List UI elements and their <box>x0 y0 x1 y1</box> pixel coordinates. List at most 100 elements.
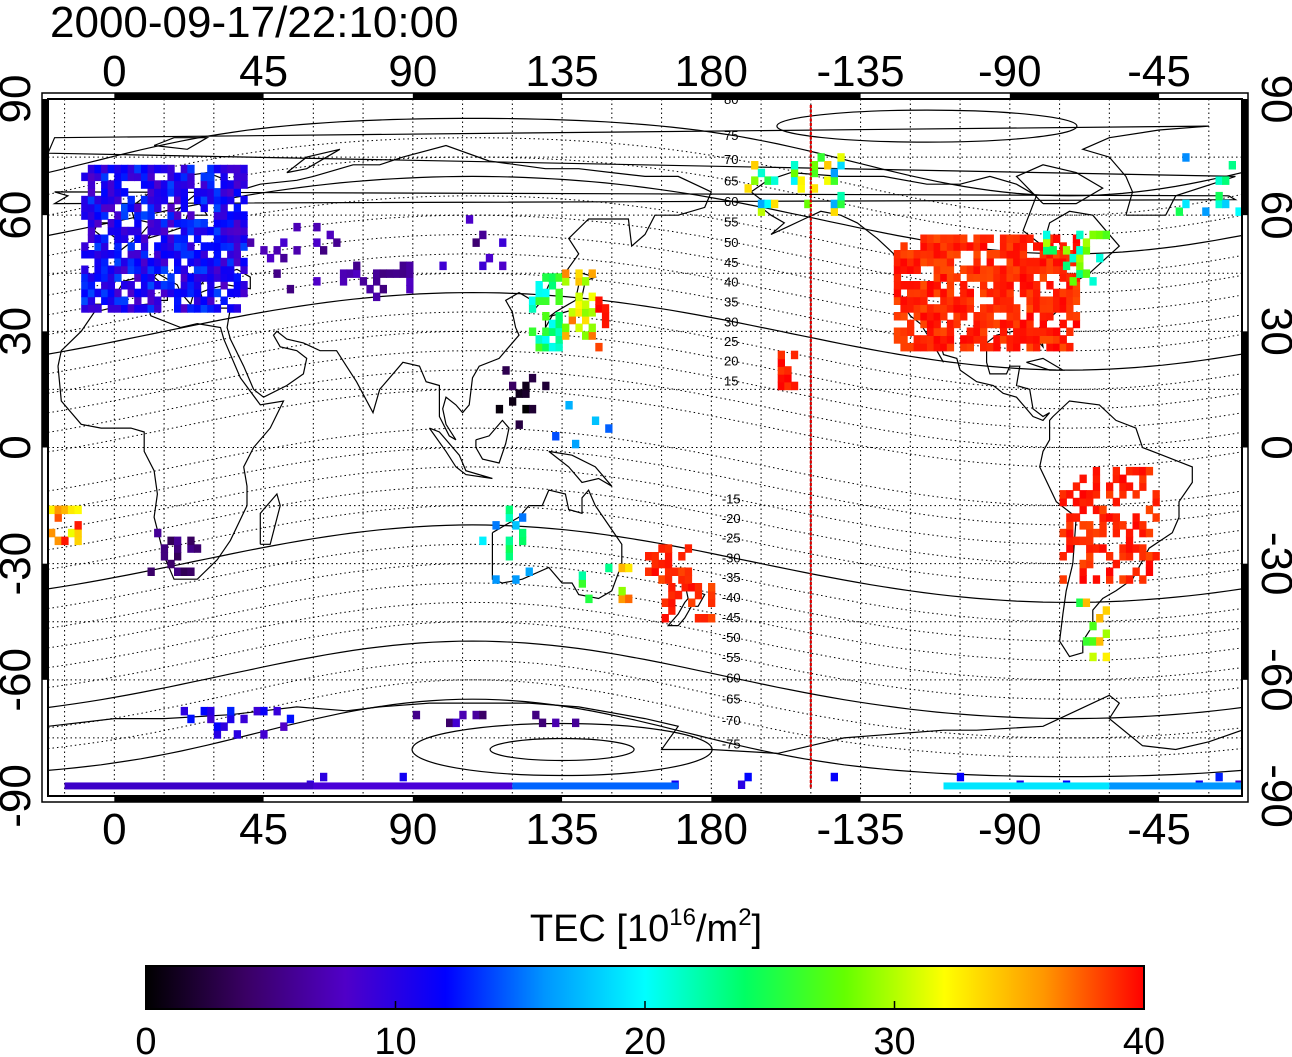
tec-cell <box>1079 474 1087 484</box>
tec-cell <box>1072 296 1081 305</box>
frame-bar <box>42 563 48 680</box>
tec-cell <box>114 219 122 228</box>
tec-cell <box>87 234 96 243</box>
tec-cell <box>940 257 948 267</box>
tec-cell <box>893 273 902 282</box>
tec-cell <box>1119 474 1127 484</box>
tec-cell <box>1106 575 1114 584</box>
tec-cell <box>313 222 321 232</box>
tec-cell <box>1112 559 1120 569</box>
tec-cell <box>187 536 195 546</box>
tec-cell <box>1053 288 1061 298</box>
tec-cell <box>233 219 241 228</box>
tec-cell <box>907 342 915 352</box>
tec-cell <box>107 304 115 313</box>
tec-cell <box>509 397 517 406</box>
tec-cell <box>134 273 142 282</box>
tec-cell <box>154 281 162 290</box>
tec-cell <box>645 552 653 561</box>
tec-cell <box>920 288 928 298</box>
tec-cell <box>757 199 766 209</box>
tec-cell <box>678 575 686 584</box>
tec-cell <box>227 188 235 197</box>
tec-cell <box>140 164 149 174</box>
tec-cell <box>999 327 1008 336</box>
tec-cell <box>907 296 915 305</box>
tec-cell <box>134 296 142 305</box>
tec-cell <box>588 269 596 278</box>
tec-cell <box>1079 497 1087 507</box>
contour-line <box>48 505 1242 584</box>
tec-cell <box>777 358 785 367</box>
tec-cell <box>973 273 981 282</box>
tec-cell <box>127 172 135 182</box>
tec-cell <box>187 250 195 259</box>
tec-cell <box>555 312 563 321</box>
tec-cell <box>233 234 241 243</box>
tec-cell <box>101 242 109 251</box>
tec-cell <box>140 288 149 298</box>
tec-cell <box>1066 312 1074 321</box>
tec-cell <box>824 161 832 170</box>
tec-cell <box>107 281 115 290</box>
tec-cell <box>74 528 82 538</box>
tec-cell <box>751 161 759 170</box>
colorbar-tick-label: 10 <box>374 1021 416 1057</box>
tec-cell <box>933 242 941 251</box>
tec-cell <box>174 304 182 313</box>
tec-cell <box>625 563 633 573</box>
tec-cell <box>193 188 202 197</box>
tec-cell <box>1006 296 1014 305</box>
contour-label: 70 <box>724 152 738 167</box>
tec-cell <box>920 335 928 344</box>
tec-cell <box>1053 342 1061 352</box>
tec-cell <box>1039 257 1047 267</box>
tec-cell <box>213 211 222 220</box>
tec-cell <box>147 172 155 182</box>
tec-cell <box>134 164 142 174</box>
tec-cell <box>900 281 908 290</box>
tec-cell <box>940 312 948 321</box>
tec-cell <box>960 281 968 290</box>
tec-cell <box>810 161 819 170</box>
tec-cell <box>960 342 968 352</box>
tec-cell <box>293 222 301 232</box>
tec-cell <box>121 172 129 182</box>
tec-cell <box>459 710 467 720</box>
tec-cell <box>1139 528 1147 538</box>
tec-cell <box>227 180 235 189</box>
contour-labels: 8075706560555045403530252015-15-20-25-30… <box>722 92 741 752</box>
tec-cell <box>213 195 222 205</box>
tec-cell <box>240 180 248 189</box>
tec-cell <box>522 381 530 391</box>
tec-cell <box>207 164 215 174</box>
colorbar-tick-label: 0 <box>135 1021 156 1057</box>
tec-cell <box>233 172 241 182</box>
tec-cell <box>790 350 799 360</box>
tec-cell <box>913 304 921 313</box>
tec-cell <box>180 242 188 251</box>
tec-cell <box>893 312 902 321</box>
tec-cell <box>528 304 537 313</box>
tec-cell <box>999 234 1008 243</box>
tec-cell <box>1112 513 1120 522</box>
tec-cell <box>180 304 188 313</box>
tec-cell <box>1202 207 1210 216</box>
tec-cell <box>893 335 902 344</box>
tec-cell <box>900 257 908 267</box>
tec-cell <box>1096 253 1104 263</box>
tec-cell <box>114 180 122 189</box>
tec-cell <box>708 614 716 623</box>
tec-cell <box>555 288 563 298</box>
tec-cell <box>154 188 162 197</box>
tec-cell <box>406 261 414 271</box>
tec-cell <box>465 215 474 224</box>
tec-cell <box>127 304 135 313</box>
tec-cell <box>240 211 248 220</box>
contour-label: -60 <box>722 671 741 686</box>
tec-cell <box>247 238 255 247</box>
tec-cell <box>154 242 162 251</box>
tec-cell <box>694 583 703 592</box>
tec-cell <box>920 342 928 352</box>
contour-line <box>48 659 1242 739</box>
